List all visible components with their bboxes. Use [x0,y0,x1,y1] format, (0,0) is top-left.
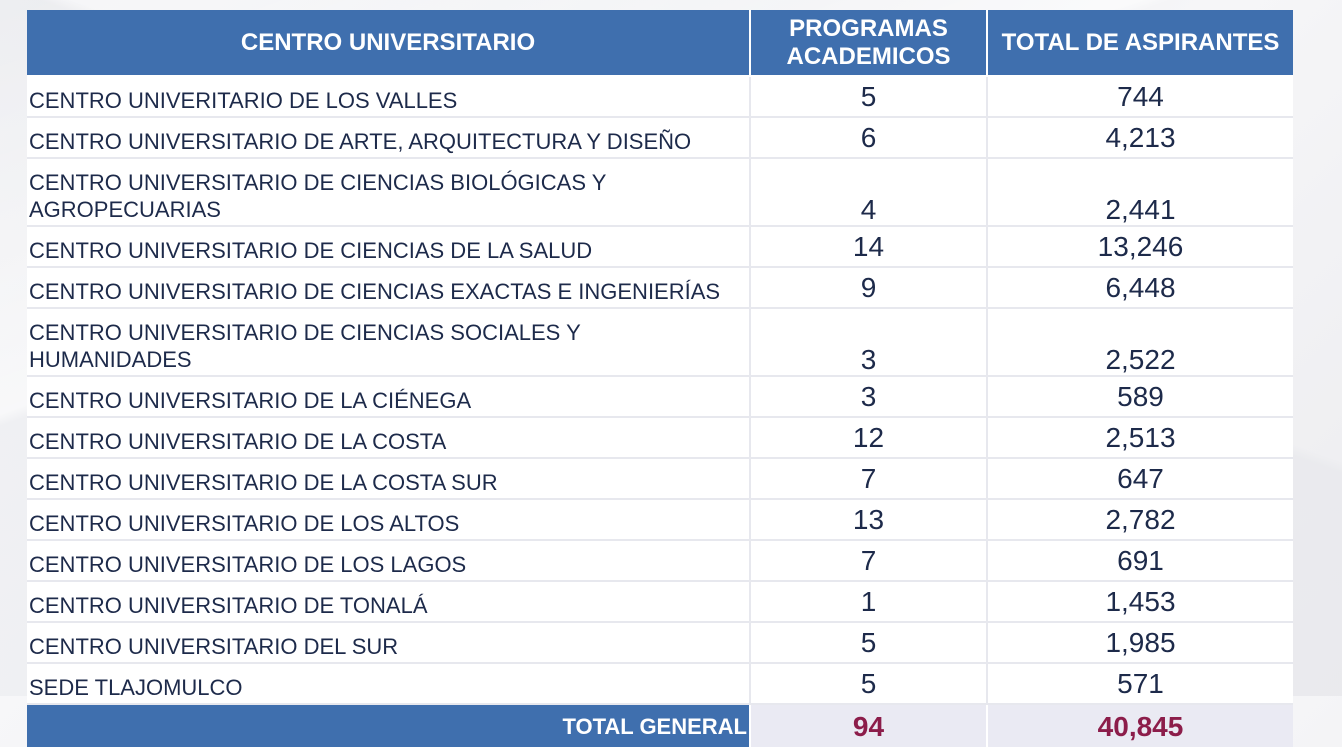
table-row: CENTRO UNIVERSITARIO DE LA CIÉNEGA 3 589 [27,376,1293,418]
programas-count: 7 [750,540,988,582]
aspirantes-count: 589 [987,376,1293,418]
centro-name: CENTRO UNIVERSITARIO DE LA CIÉNEGA [27,376,751,418]
programas-count: 9 [750,267,988,309]
aspirantes-count: 744 [987,76,1293,118]
header-total-aspirantes: TOTAL DE ASPIRANTES [987,10,1293,77]
total-row: TOTAL GENERAL 94 40,845 [27,704,1293,747]
header-programas-line1: PROGRAMAS [789,14,948,42]
centro-name: CENTRO UNIVERSITARIO DE TONALÁ [27,581,751,623]
table-row: CENTRO UNIVERSITARIO DE TONALÁ 1 1,453 [27,581,1293,623]
programas-count: 5 [750,76,988,118]
header-programas-academicos: PROGRAMAS ACADEMICOS [750,10,988,77]
centro-name: CENTRO UNIVERSITARIO DE CIENCIAS BIOLÓGI… [27,158,751,227]
programas-count: 5 [750,622,988,664]
programas-count: 6 [750,117,988,159]
centro-name: CENTRO UNIVERSITARIO DE LOS ALTOS [27,499,751,541]
aspirantes-count: 571 [987,663,1293,705]
aspirantes-count: 2,513 [987,417,1293,459]
centro-name: CENTRO UNIVERSITARIO DE ARTE, ARQUITECTU… [27,117,751,159]
aspirantes-count: 691 [987,540,1293,582]
total-programas: 94 [750,704,988,747]
programas-count: 7 [750,458,988,500]
centro-name: CENTRO UNIVERSITARIO DE CIENCIAS DE LA S… [27,226,751,268]
aspirantes-count: 2,782 [987,499,1293,541]
centro-name: SEDE TLAJOMULCO [27,663,751,705]
total-general-label: TOTAL GENERAL [27,704,751,747]
centro-name: CENTRO UNIVERSITARIO DE LOS LAGOS [27,540,751,582]
aspirantes-count: 6,448 [987,267,1293,309]
programas-count: 4 [750,158,988,227]
aspirantes-count: 4,213 [987,117,1293,159]
programas-count: 3 [750,308,988,377]
aspirantes-count: 1,453 [987,581,1293,623]
table-row: CENTRO UNIVERSITARIO DE CIENCIAS BIOLÓGI… [27,158,1293,227]
aspirantes-count: 647 [987,458,1293,500]
centro-name: CENTRO UNIVERSITARIO DE CIENCIAS SOCIALE… [27,308,751,377]
table-row: CENTRO UNIVERITARIO DE LOS VALLES 5 744 [27,76,1293,118]
programas-count: 3 [750,376,988,418]
centro-name: CENTRO UNIVERSITARIO DEL SUR [27,622,751,664]
centro-name: CENTRO UNIVERSITARIO DE LA COSTA [27,417,751,459]
table-row: CENTRO UNIVERSITARIO DE CIENCIAS DE LA S… [27,226,1293,268]
header-programas-line2: ACADEMICOS [786,42,951,70]
centro-name: CENTRO UNIVERSITARIO DE CIENCIAS EXACTAS… [27,267,751,309]
table-row: CENTRO UNIVERSITARIO DE LA COSTA SUR 7 6… [27,458,1293,500]
total-aspirantes: 40,845 [987,704,1293,747]
table-row: CENTRO UNIVERSITARIO DE LOS LAGOS 7 691 [27,540,1293,582]
header-centro-universitario: CENTRO UNIVERSITARIO [27,10,751,77]
table-row: SEDE TLAJOMULCO 5 571 [27,663,1293,705]
table-row: CENTRO UNIVERSITARIO DE LOS ALTOS 13 2,7… [27,499,1293,541]
programas-count: 13 [750,499,988,541]
aspirantes-count: 13,246 [987,226,1293,268]
table-row: CENTRO UNIVERSITARIO DEL SUR 5 1,985 [27,622,1293,664]
table-row: CENTRO UNIVERSITARIO DE CIENCIAS SOCIALE… [27,308,1293,377]
aspirantes-table: CENTRO UNIVERSITARIO PROGRAMAS ACADEMICO… [27,10,1293,747]
programas-count: 14 [750,226,988,268]
table-row: CENTRO UNIVERSITARIO DE CIENCIAS EXACTAS… [27,267,1293,309]
aspirantes-count: 2,522 [987,308,1293,377]
programas-count: 5 [750,663,988,705]
table-header-row: CENTRO UNIVERSITARIO PROGRAMAS ACADEMICO… [27,10,1293,77]
programas-count: 1 [750,581,988,623]
centro-name: CENTRO UNIVERSITARIO DE LA COSTA SUR [27,458,751,500]
table-row: CENTRO UNIVERSITARIO DE LA COSTA 12 2,51… [27,417,1293,459]
aspirantes-count: 2,441 [987,158,1293,227]
table-row: CENTRO UNIVERSITARIO DE ARTE, ARQUITECTU… [27,117,1293,159]
centro-name: CENTRO UNIVERITARIO DE LOS VALLES [27,76,751,118]
aspirantes-count: 1,985 [987,622,1293,664]
programas-count: 12 [750,417,988,459]
